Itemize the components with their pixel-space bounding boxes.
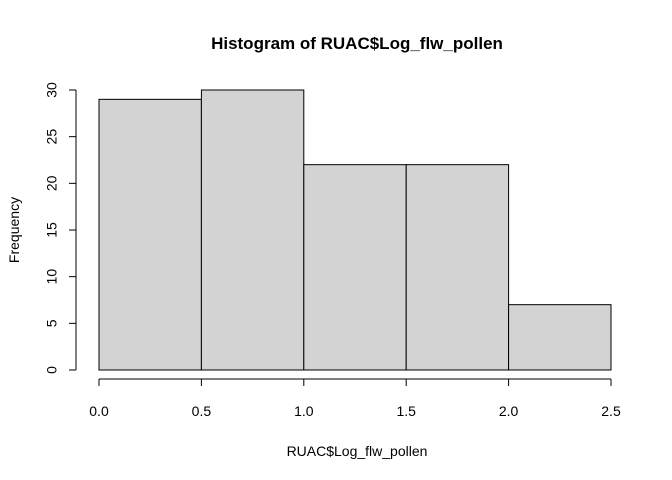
x-axis: 0.0 0.5 1.0 1.5 2.0 2.5 — [89, 378, 621, 419]
y-tick-label: 10 — [44, 269, 60, 285]
y-tick-label: 15 — [44, 222, 60, 238]
y-axis: 0 5 10 15 20 25 30 — [44, 82, 77, 374]
histogram-bar-3 — [405, 164, 510, 371]
x-tick-label: 1.5 — [396, 403, 416, 419]
histogram-bar-4 — [508, 304, 612, 371]
y-tick-label: 30 — [44, 82, 60, 98]
x-tick-label: 0.5 — [192, 403, 212, 419]
y-tick-label: 25 — [44, 129, 60, 145]
chart-title: Histogram of RUAC$Log_flw_pollen — [211, 34, 503, 53]
y-axis-label: Frequency — [6, 197, 22, 263]
x-tick-label: 1.0 — [294, 403, 314, 419]
y-tick-label: 5 — [44, 319, 60, 327]
bars-group — [98, 89, 612, 371]
y-tick-label: 20 — [44, 175, 60, 191]
y-tick-label: 0 — [44, 366, 60, 374]
x-axis-label: RUAC$Log_flw_pollen — [287, 443, 428, 459]
x-tick-label: 2.5 — [601, 403, 621, 419]
histogram-bar-0 — [98, 98, 202, 371]
x-tick-label: 0.0 — [89, 403, 109, 419]
x-tick-label: 2.0 — [499, 403, 519, 419]
histogram-bar-1 — [200, 89, 305, 371]
histogram-bar-2 — [303, 164, 407, 371]
